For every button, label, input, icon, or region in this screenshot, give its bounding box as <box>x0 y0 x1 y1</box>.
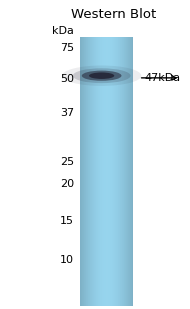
Bar <box>127 37 128 306</box>
Bar <box>124 37 125 306</box>
Bar <box>93 37 94 306</box>
Bar <box>129 37 130 306</box>
Bar <box>118 37 119 306</box>
Text: 15: 15 <box>60 216 74 226</box>
Bar <box>128 37 129 306</box>
Bar <box>115 37 116 306</box>
Bar <box>109 37 110 306</box>
Bar <box>132 37 133 306</box>
Bar <box>96 37 97 306</box>
Bar <box>91 37 92 306</box>
Bar <box>117 37 118 306</box>
Bar <box>86 37 87 306</box>
Bar <box>102 37 103 306</box>
Text: Western Blot: Western Blot <box>71 8 157 21</box>
Bar <box>89 37 90 306</box>
Bar <box>131 37 132 306</box>
Bar <box>98 37 99 306</box>
Bar <box>104 37 105 306</box>
Bar <box>126 37 127 306</box>
Text: 25: 25 <box>60 157 74 167</box>
Bar <box>84 37 85 306</box>
Bar <box>88 37 89 306</box>
Bar <box>83 37 84 306</box>
Bar <box>95 37 96 306</box>
Bar <box>123 37 124 306</box>
Bar <box>107 37 108 306</box>
Bar <box>101 37 102 306</box>
Text: 10: 10 <box>60 255 74 265</box>
Bar <box>106 37 107 306</box>
Bar <box>121 37 122 306</box>
Bar <box>99 37 100 306</box>
Text: kDa: kDa <box>52 26 74 36</box>
Text: 37: 37 <box>60 108 74 118</box>
Bar <box>108 37 109 306</box>
Bar <box>87 37 88 306</box>
Bar <box>90 37 91 306</box>
Bar <box>113 37 114 306</box>
Ellipse shape <box>89 73 114 79</box>
Bar <box>112 37 113 306</box>
Bar <box>119 37 120 306</box>
Bar <box>114 37 115 306</box>
Bar <box>100 37 101 306</box>
Bar <box>111 37 112 306</box>
Bar <box>94 37 95 306</box>
Text: 47kDa: 47kDa <box>144 73 180 83</box>
Ellipse shape <box>62 66 141 86</box>
Bar <box>122 37 123 306</box>
Bar <box>80 37 81 306</box>
Bar <box>81 37 82 306</box>
Bar <box>85 37 86 306</box>
Text: 50: 50 <box>60 74 74 84</box>
Bar <box>105 37 106 306</box>
Bar <box>97 37 98 306</box>
Ellipse shape <box>82 70 122 81</box>
Text: 20: 20 <box>60 179 74 189</box>
Bar <box>116 37 117 306</box>
Ellipse shape <box>73 68 131 83</box>
Bar <box>103 37 104 306</box>
Bar <box>110 37 111 306</box>
Bar <box>84 37 85 306</box>
Bar <box>120 37 121 306</box>
Bar <box>125 37 126 306</box>
Bar <box>82 37 83 306</box>
Bar <box>130 37 131 306</box>
Text: 75: 75 <box>60 43 74 53</box>
Bar <box>92 37 93 306</box>
